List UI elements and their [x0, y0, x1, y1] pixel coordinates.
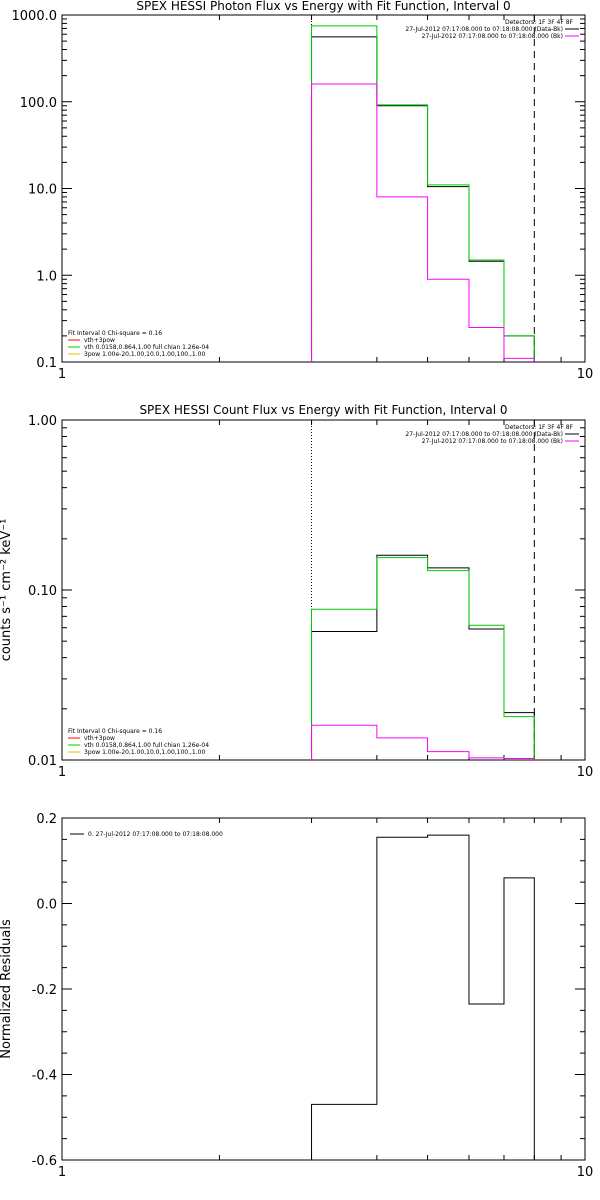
series-0-step-line [311, 834, 535, 1160]
panel-2 [61, 817, 586, 1161]
y-tick-label: 0.2 [36, 812, 57, 827]
x-tick-label: 1 [58, 765, 66, 780]
legend-entry: 27-Jul-2012 07:17:08.000 to 07:18:08.000… [405, 431, 563, 438]
y-tick-label: 1000.0 [12, 9, 58, 24]
plot-frame [61, 817, 586, 1161]
y-axis-label: Normalized Residuals [0, 919, 14, 1059]
x-tick-label: 1 [58, 1165, 66, 1180]
plot-frame [61, 419, 586, 761]
legend-entry: vth+3pow [84, 337, 115, 344]
y-tick-label: 0.0 [36, 898, 57, 913]
y-tick-label: 0.01 [28, 754, 57, 769]
x-tick-label: 10 [577, 1165, 594, 1180]
legend-entry: 27-Jul-2012 07:17:08.000 to 07:18:08.000… [422, 438, 563, 445]
legend-entry: 3pow 1.00e-20,1.00,10.0,1.00,100.,1.00 [84, 351, 205, 358]
y-tick-label: -0.4 [32, 1069, 57, 1084]
series-1-step-line [311, 25, 535, 362]
legend-entry: 27-Jul-2012 07:17:08.000 to 07:18:08.000… [422, 33, 563, 40]
chart-title: SPEX HESSI Count Flux vs Energy with Fit… [139, 403, 507, 417]
y-tick-label: 1.00 [28, 414, 57, 429]
y-tick-label: 1.0 [36, 269, 57, 284]
series-2-step-line [311, 83, 535, 362]
panel-0 [61, 14, 586, 363]
legend-entry: Detectors: 1F 3F 4F 8F [505, 19, 574, 26]
series-1-step-line [311, 557, 535, 760]
y-tick-label: 100.0 [20, 96, 57, 111]
legend-entry: 3pow 1.00e-20,1.00,10.0,1.00,100.,1.00 [84, 749, 205, 756]
legend-entry: vth 0.0158,0.864,1.00 full chian 1.26e-0… [84, 344, 209, 351]
legend-entry: 27-Jul-2012 07:17:08.000 to 07:18:08.000… [405, 26, 563, 33]
y-tick-label: 0.1 [36, 356, 57, 371]
y-axis-label: counts s⁻¹ cm⁻² keV⁻¹ [0, 519, 14, 662]
x-tick-label: 10 [577, 367, 594, 382]
x-tick-label: 10 [577, 765, 594, 780]
plot-frame [61, 14, 586, 363]
chart-title: SPEX HESSI Photon Flux vs Energy with Fi… [136, 0, 510, 13]
legend-entry: 0. 27-Jul-2012 07:17:08.000 to 07:18:08.… [88, 831, 223, 838]
y-tick-label: 0.10 [28, 584, 57, 599]
legend-entry: Fit Interval 0 Chi-square = 0.16 [68, 330, 162, 337]
series-0-step-line [311, 554, 535, 760]
x-tick-label: 1 [58, 367, 66, 382]
series-2-step-line [311, 724, 535, 760]
legend-entry: Detectors: 1F 3F 4F 8F [505, 424, 574, 431]
legend-entry: vth+3pow [84, 735, 115, 742]
y-tick-label: 10.0 [28, 183, 57, 198]
legend-entry: Fit Interval 0 Chi-square = 0.16 [68, 728, 162, 735]
legend-entry: vth 0.0158,0.864,1.00 full chian 1.26e-0… [84, 742, 209, 749]
series-0-step-line [311, 36, 535, 362]
y-tick-label: -0.6 [32, 1154, 57, 1169]
panel-1 [61, 419, 586, 761]
y-tick-label: -0.2 [32, 983, 57, 998]
